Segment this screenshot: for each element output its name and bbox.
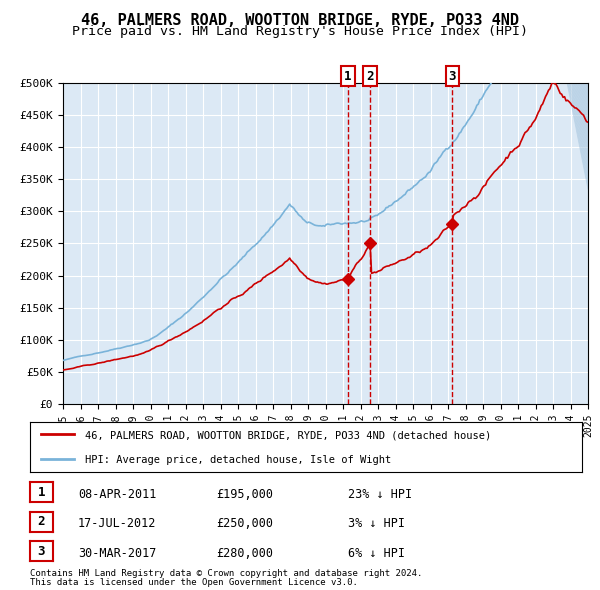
Text: 6% ↓ HPI: 6% ↓ HPI (348, 547, 405, 560)
Text: £250,000: £250,000 (216, 517, 273, 530)
Text: 08-APR-2011: 08-APR-2011 (78, 488, 157, 501)
Text: 3% ↓ HPI: 3% ↓ HPI (348, 517, 405, 530)
Text: This data is licensed under the Open Government Licence v3.0.: This data is licensed under the Open Gov… (30, 578, 358, 587)
Text: 46, PALMERS ROAD, WOOTTON BRIDGE, RYDE, PO33 4ND: 46, PALMERS ROAD, WOOTTON BRIDGE, RYDE, … (81, 13, 519, 28)
Text: 2: 2 (366, 70, 374, 83)
Text: 1: 1 (38, 486, 45, 499)
Text: 46, PALMERS ROAD, WOOTTON BRIDGE, RYDE, PO33 4ND (detached house): 46, PALMERS ROAD, WOOTTON BRIDGE, RYDE, … (85, 430, 491, 440)
Text: £195,000: £195,000 (216, 488, 273, 501)
Text: 3: 3 (38, 545, 45, 558)
Text: 17-JUL-2012: 17-JUL-2012 (78, 517, 157, 530)
Text: 3: 3 (449, 70, 456, 83)
Text: 2: 2 (38, 515, 45, 528)
Text: Price paid vs. HM Land Registry's House Price Index (HPI): Price paid vs. HM Land Registry's House … (72, 25, 528, 38)
Text: 30-MAR-2017: 30-MAR-2017 (78, 547, 157, 560)
Text: 23% ↓ HPI: 23% ↓ HPI (348, 488, 412, 501)
Text: HPI: Average price, detached house, Isle of Wight: HPI: Average price, detached house, Isle… (85, 455, 391, 466)
Text: Contains HM Land Registry data © Crown copyright and database right 2024.: Contains HM Land Registry data © Crown c… (30, 569, 422, 578)
Text: £280,000: £280,000 (216, 547, 273, 560)
Text: 1: 1 (344, 70, 352, 83)
